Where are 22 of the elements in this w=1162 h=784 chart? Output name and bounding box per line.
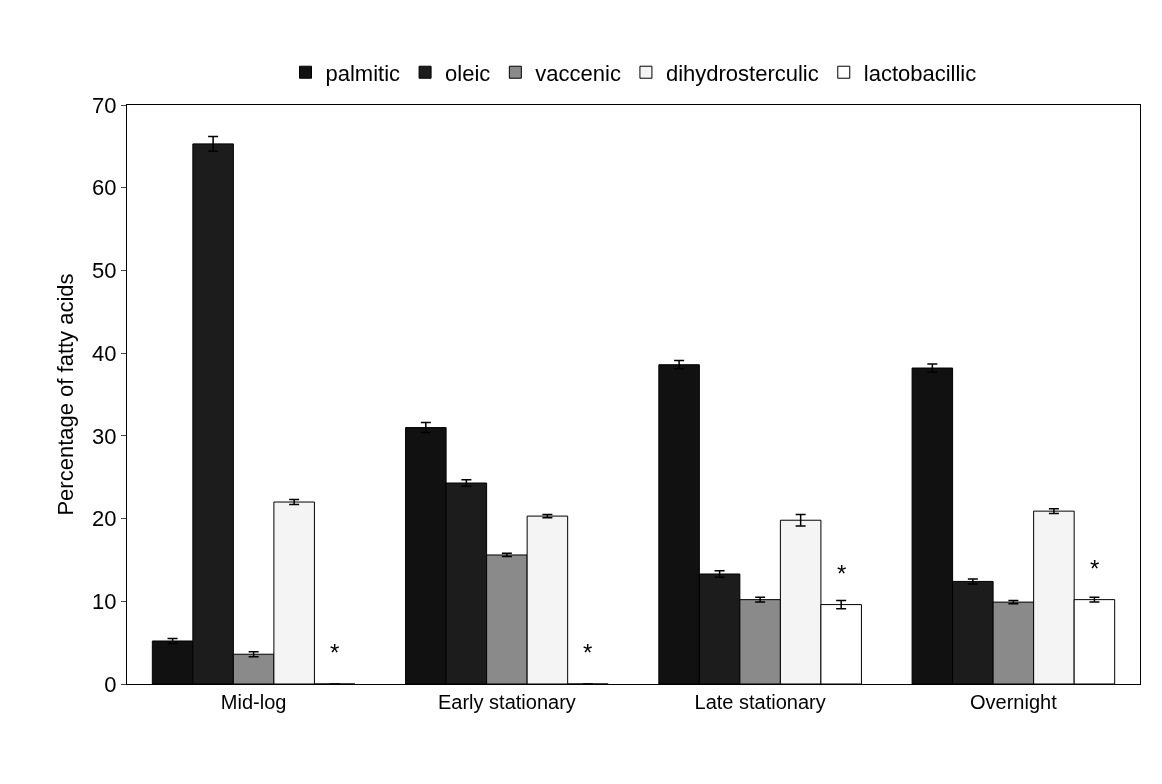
legend-label: dihydrosterculic (665, 60, 819, 86)
y-tick-label: 30 (92, 423, 117, 449)
annotation: * (583, 639, 593, 666)
legend-label: vaccenic (535, 60, 621, 86)
y-tick-label: 50 (92, 258, 117, 284)
legend-label: palmitic (325, 60, 401, 86)
x-tick-label: Mid-log (220, 691, 287, 713)
y-tick-label: 70 (92, 92, 117, 118)
annotation: * (1090, 555, 1100, 582)
x-tick-label: Overnight (970, 691, 1058, 713)
annotation: * (837, 560, 847, 587)
y-tick-label: 10 (92, 588, 117, 614)
legend-label: oleic (445, 60, 491, 86)
legend-label: lactobacillic (863, 60, 977, 86)
y-tick-label: 60 (92, 175, 117, 201)
y-tick-label: 40 (92, 340, 117, 366)
y-axis-title: Percentage of fatty acids (53, 273, 78, 516)
x-tick-label: Early stationary (437, 691, 576, 713)
y-tick-label: 20 (92, 506, 117, 532)
annotation: * (330, 639, 340, 666)
y-tick-label: 0 (104, 671, 117, 697)
x-tick-label: Late stationary (694, 691, 826, 713)
